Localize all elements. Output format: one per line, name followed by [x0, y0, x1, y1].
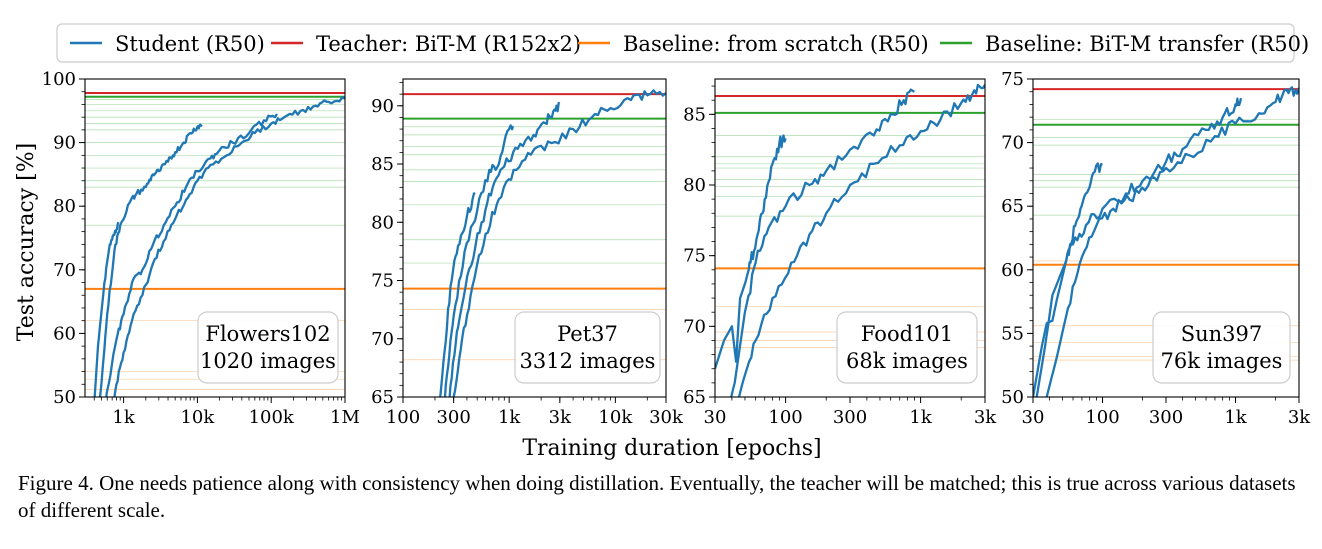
y-tick-label: 75 [1001, 69, 1024, 90]
x-tick-label: 100k [249, 407, 295, 428]
legend-label: Student (R50) [115, 32, 265, 56]
x-tick-label: 100 [1085, 407, 1119, 428]
axes-frame [402, 78, 667, 398]
x-tick-label: 1k [498, 407, 521, 428]
legend-frame [56, 23, 1295, 63]
y-tick-label: 90 [371, 96, 394, 117]
x-tick-label: 100 [768, 407, 802, 428]
y-tick-label: 80 [371, 212, 394, 233]
student-series-line [93, 221, 120, 397]
y-tick-label: 80 [683, 175, 706, 196]
student-series-line [443, 124, 514, 397]
x-tick-label: 300 [1149, 407, 1183, 428]
annotation-frame [1152, 311, 1291, 384]
dataset-annotation: Flowers102 1020 images [197, 311, 339, 384]
student-series-line [1045, 86, 1299, 397]
chart-panel: 100 300 1k 3k 10k 30k 65 70 75 80 85 90 Pet37 3312 im… [371, 78, 684, 428]
dataset-annotation: Sun397 76k images [1152, 311, 1291, 384]
x-tick-label: 3k [974, 407, 997, 428]
student-series-line [452, 89, 666, 397]
x-tick-label: 30k [649, 407, 684, 428]
figure-caption: Figure 4. One needs patience along with … [18, 471, 1296, 522]
y-tick-label: 100 [42, 69, 76, 90]
x-tick-label: 30 [704, 407, 727, 428]
y-tick-label: 75 [683, 246, 706, 267]
x-tick-label: 1k [909, 407, 932, 428]
student-series-line [448, 101, 561, 397]
x-tick-label: 3k [1288, 407, 1311, 428]
axes-frame [84, 78, 346, 398]
student-series-line [1033, 162, 1103, 397]
annotation-frame [514, 311, 661, 384]
dataset-annotation: Pet37 3312 images [514, 311, 661, 384]
legend-entry: Teacher: BiT-M (R152x2) [271, 32, 581, 56]
student-series-line [98, 123, 203, 397]
y-tick-label: 70 [683, 316, 706, 337]
legend-label: Baseline: from scratch (R50) [623, 32, 929, 56]
chart-panels: 1k 10k 100k 1M 50 60 70 80 90 100 Flowers102 1020 i… [42, 69, 1312, 428]
x-tick-label: 300 [833, 407, 867, 428]
dataset-name: Food101 [861, 322, 953, 346]
x-tick-label: 1M [330, 407, 360, 428]
annotation-frame [197, 311, 339, 384]
chart-panel: 30 100 300 1k 3k 50 55 60 65 70 75 Sun397 76k images [1001, 69, 1311, 428]
y-tick-label: 55 [1001, 323, 1024, 344]
x-tick-label: 1k [112, 407, 135, 428]
y-tick-label: 70 [53, 260, 76, 281]
dataset-size: 3312 images [520, 349, 656, 373]
dataset-annotation: Food101 68k images [836, 311, 978, 384]
x-tick-label: 300 [436, 407, 470, 428]
y-tick-label: 50 [1001, 387, 1024, 408]
legend: Student (R50) Teacher: BiT-M (R152x2) Base… [56, 23, 1309, 63]
y-tick-label: 70 [1001, 133, 1024, 154]
y-tick-label: 65 [1001, 196, 1024, 217]
annotation-frame [836, 311, 978, 384]
y-tick-label: 60 [1001, 260, 1024, 281]
student-series-line [737, 83, 985, 397]
dataset-name: Flowers102 [205, 322, 330, 346]
y-tick-label: 75 [371, 271, 394, 292]
y-tick-label: 65 [371, 387, 394, 408]
y-tick-label: 85 [371, 154, 394, 175]
chart-panel: 1k 10k 100k 1M 50 60 70 80 90 100 Flowers102 1020 i… [42, 69, 360, 428]
x-axis-label: Training duration [epochs] [522, 436, 821, 461]
legend-label: Teacher: BiT-M (R152x2) [316, 32, 581, 56]
y-tick-label: 50 [53, 387, 76, 408]
legend-entry: Student (R50) [70, 32, 265, 56]
legend-entry: Baseline: from scratch (R50) [578, 32, 929, 56]
y-tick-label: 65 [683, 387, 706, 408]
y-tick-label: 80 [53, 196, 76, 217]
student-series-line [1035, 97, 1243, 397]
x-tick-label: 3k [549, 407, 572, 428]
x-tick-label: 100 [386, 407, 420, 428]
legend-label: Baseline: BiT-M transfer (R50) [985, 32, 1309, 56]
y-tick-label: 60 [53, 323, 76, 344]
legend-entry: Baseline: BiT-M transfer (R50) [940, 32, 1309, 56]
dataset-size: 68k images [846, 349, 968, 373]
y-axis-label: Test accuracy [%] [14, 143, 39, 341]
student-series-line [730, 88, 915, 397]
x-tick-label: 10k [598, 407, 633, 428]
student-series-line [105, 113, 278, 397]
y-tick-label: 85 [683, 104, 706, 125]
dataset-name: Sun397 [1181, 322, 1263, 346]
y-tick-label: 90 [53, 133, 76, 154]
figure-chart: Student (R50) Teacher: BiT-M (R152x2) Base… [14, 23, 1312, 461]
chart-panel: 30 100 300 1k 3k 65 70 75 80 85 Food101 68k images [683, 78, 997, 428]
dataset-size: 1020 images [200, 349, 336, 373]
dataset-name: Pet37 [557, 322, 618, 346]
dataset-size: 76k images [1161, 349, 1283, 373]
x-tick-label: 1k [1224, 407, 1247, 428]
y-tick-label: 70 [371, 329, 394, 350]
x-tick-label: 30 [1022, 407, 1045, 428]
student-series-line [439, 192, 476, 397]
x-tick-label: 10k [180, 407, 215, 428]
student-series-line [113, 96, 345, 397]
student-series-line [715, 134, 787, 370]
